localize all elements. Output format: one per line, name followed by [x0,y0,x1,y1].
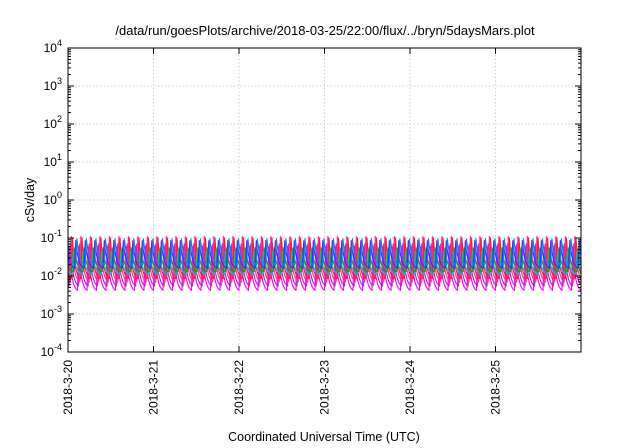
plot-area [68,235,581,291]
x-axis-label: Coordinated Universal Time (UTC) [228,430,420,444]
series-line-4 [68,250,581,276]
x-tick-label: 2018-3-21 [147,360,161,415]
y-tick-label: 101 [44,152,62,169]
series-line-0 [68,245,581,291]
y-tick-label: 10-1 [41,228,62,245]
x-tick-label: 2018-3-24 [403,360,417,415]
series-line-3 [68,237,581,280]
x-tick-label: 2018-3-25 [489,360,503,415]
series-line-6 [68,240,581,269]
series-line-2 [68,235,581,283]
y-tick-label: 10-4 [41,342,62,359]
x-tick-label: 2018-3-23 [318,360,332,415]
y-tick-label: 104 [44,38,62,55]
x-tick-label: 2018-3-20 [61,360,75,415]
y-tick-label: 10-2 [41,266,62,283]
chart-title: /data/run/goesPlots/archive/2018-03-25/2… [115,23,535,38]
y-tick-label: 102 [44,114,62,131]
y-tick-label: 100 [44,190,62,207]
series-line-1 [68,243,581,287]
y-tick-label: 103 [44,76,62,93]
series-line-5 [68,247,581,273]
grid [68,48,581,352]
y-axis-label: cSv/day [23,177,37,222]
y-axis: 10-4 10-3 10-2 10-1 100 101 102 103 104 [41,38,581,359]
series-group [68,235,581,291]
y-tick-label: 10-3 [41,304,62,321]
series-line-7 [68,238,581,266]
x-axis: 2018-3-20 2018-3-21 2018-3-22 2018-3-23 2018… [61,48,503,415]
x-tick-label: 2018-3-22 [232,360,246,415]
